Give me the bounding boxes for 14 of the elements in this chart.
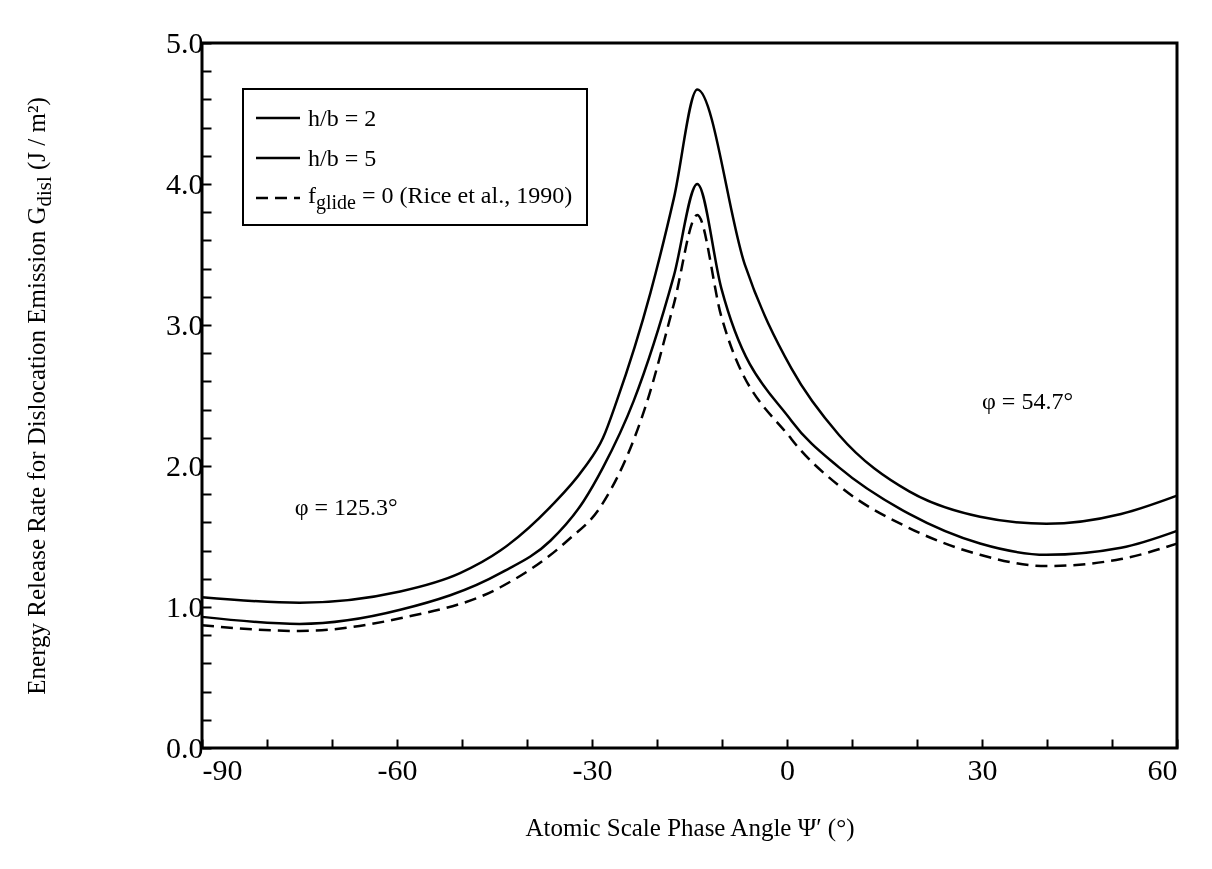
legend-label: h/b = 2 (308, 104, 377, 132)
x-tick-label: -60 (377, 752, 418, 786)
legend-label: h/b = 5 (308, 144, 377, 172)
legend-label: f$_{glide}$ = 0 (Rice et al., 1990) (308, 182, 573, 214)
x-tick-label: 60 (1147, 752, 1178, 786)
x-tick-label: -90 (202, 752, 243, 786)
y-tick-label: 0.0 (166, 730, 204, 764)
x-tick-label: -30 (572, 752, 613, 786)
x-axis-title: Atomic Scale Phase Angle Ψ′ (°) (525, 813, 855, 842)
y-tick-label: 5.0 (166, 25, 204, 59)
annotation: φ = 54.7° (982, 388, 1073, 416)
annotation: φ = 125.3° (294, 494, 398, 522)
x-tick-label: 30 (967, 752, 998, 786)
x-tick-label: 0 (780, 752, 795, 786)
